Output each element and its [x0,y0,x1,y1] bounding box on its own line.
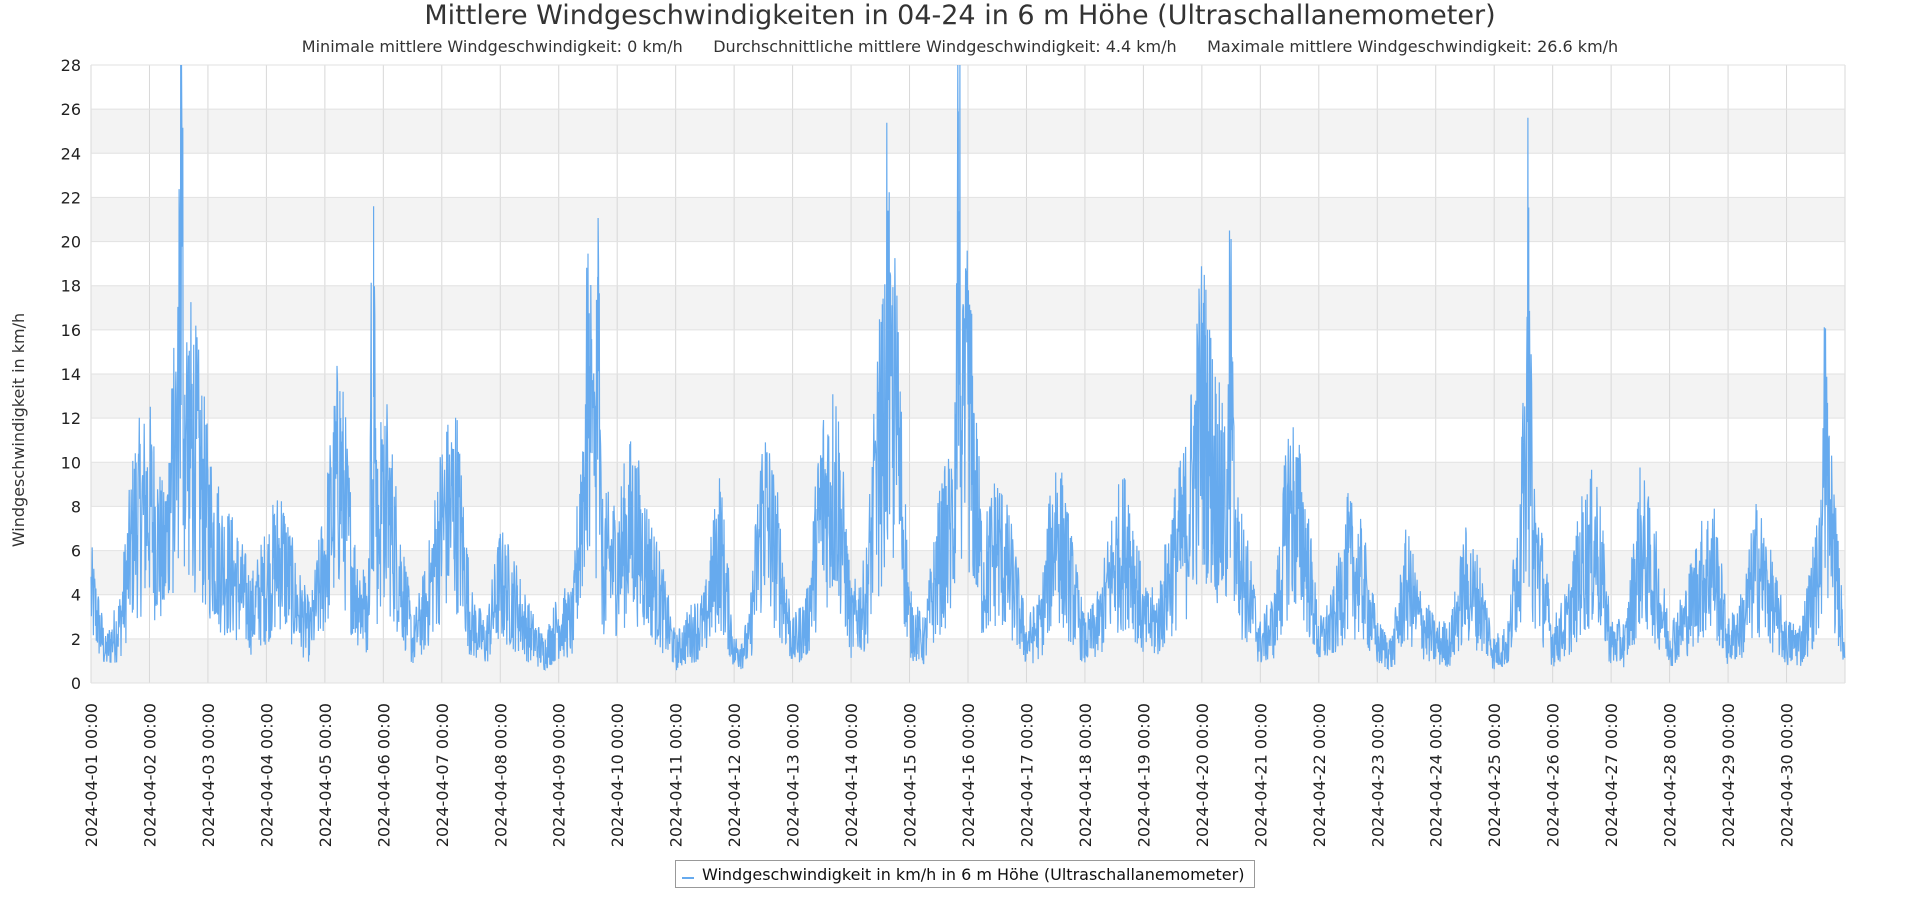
x-tick-label: 2024-04-17 00:00 [1017,703,1036,847]
y-tick-label: 28 [61,56,81,75]
chart-title: Mittlere Windgeschwindigkeiten in 04-24 … [424,0,1496,31]
y-tick-label: 4 [71,586,81,605]
legend[interactable]: Windgeschwindigkeit in km/h in 6 m Höhe … [675,860,1256,888]
x-tick-label: 2024-04-19 00:00 [1134,703,1153,847]
y-tick-label: 18 [61,277,81,296]
y-tick-label: 26 [61,100,81,119]
y-tick-label: 0 [71,674,81,693]
x-tick-label: 2024-04-28 00:00 [1661,703,1680,847]
x-tick-label: 2024-04-24 00:00 [1427,703,1446,847]
x-tick-label: 2024-04-29 00:00 [1719,703,1738,847]
x-tick-label: 2024-04-26 00:00 [1544,703,1563,847]
series-layer [90,64,1846,672]
x-tick-label: 2024-04-05 00:00 [316,703,335,847]
x-tick-label: 2024-04-30 00:00 [1778,703,1797,847]
y-tick-label: 6 [71,542,81,561]
legend-swatch-icon [682,877,694,879]
x-tick-label: 2024-04-02 00:00 [140,703,159,847]
x-tick-label: 2024-04-08 00:00 [491,703,510,847]
x-tick-label: 2024-04-11 00:00 [667,703,686,847]
y-tick-label: 24 [61,144,81,163]
series-line [90,64,1846,672]
x-tick-label: 2024-04-21 00:00 [1251,703,1270,847]
x-tick-label: 2024-04-18 00:00 [1076,703,1095,847]
x-tick-label: 2024-04-27 00:00 [1602,703,1621,847]
x-tick-label: 2024-04-14 00:00 [842,703,861,847]
x-tick-label: 2024-04-25 00:00 [1485,703,1504,847]
legend-label: Windgeschwindigkeit in km/h in 6 m Höhe … [702,864,1245,884]
x-tick-label: 2024-04-15 00:00 [901,703,920,847]
x-tick-label: 2024-04-01 00:00 [82,703,101,847]
x-tick-label: 2024-04-13 00:00 [784,703,803,847]
y-tick-label: 2 [71,630,81,649]
x-tick-label: 2024-04-12 00:00 [725,703,744,847]
x-tick-label: 2024-04-04 00:00 [257,703,276,847]
x-tick-label: 2024-04-03 00:00 [199,703,218,847]
x-tick-label: 2024-04-06 00:00 [374,703,393,847]
y-tick-label: 10 [61,453,81,472]
y-tick-label: 16 [61,321,81,340]
y-tick-label: 8 [71,497,81,516]
x-tick-label: 2024-04-10 00:00 [608,703,627,847]
x-tick-label: 2024-04-22 00:00 [1310,703,1329,847]
x-tick-labels: 2024-04-01 00:00 2024-04-02 00:00 2024-04-… [82,703,1797,847]
y-tick-label: 12 [61,409,81,428]
x-tick-label: 2024-04-07 00:00 [433,703,452,847]
y-tick-label: 20 [61,233,81,252]
x-tick-label: 2024-04-20 00:00 [1193,703,1212,847]
y-tick-label: 14 [61,365,81,384]
x-tick-label: 2024-04-23 00:00 [1368,703,1387,847]
y-axis-label: Windgeschwindigkeit in km/h [9,313,28,547]
x-tick-label: 2024-04-09 00:00 [550,703,569,847]
y-tick-label: 22 [61,188,81,207]
x-tick-label: 2024-04-16 00:00 [959,703,978,847]
chart-subtitle: Minimale mittlere Windgeschwindigkeit: 0… [301,37,1619,56]
